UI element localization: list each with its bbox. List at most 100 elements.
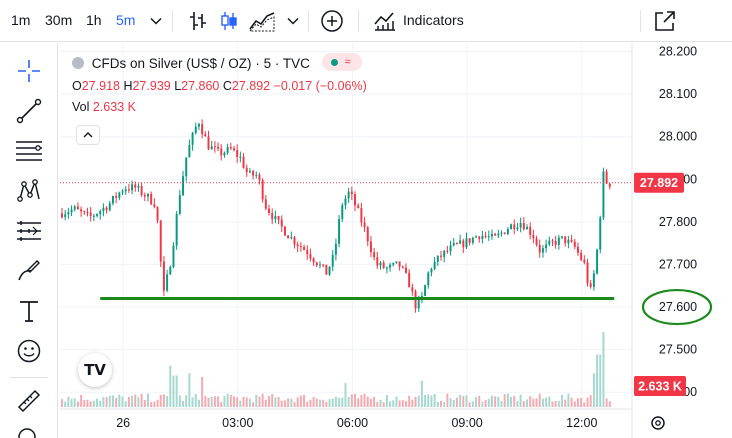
volume-bar xyxy=(188,373,191,407)
timeframe-1m[interactable]: 1m xyxy=(11,12,31,28)
volume-value: 2.633 K xyxy=(92,100,136,114)
candle-body xyxy=(299,246,302,248)
timeframe-30m[interactable]: 30m xyxy=(45,12,73,28)
volume-bar xyxy=(535,398,538,407)
candle-body xyxy=(541,248,544,253)
ruler-icon[interactable] xyxy=(13,385,45,417)
collapse-legend-button[interactable] xyxy=(76,125,100,145)
candle-body xyxy=(363,222,366,228)
chevron-down-icon[interactable] xyxy=(143,8,169,34)
chart-canvas[interactable]: 28.20028.10028.00027.90027.80027.70027.6… xyxy=(60,43,732,438)
indicators-icon[interactable] xyxy=(372,8,398,34)
x-tick-label: 06:00 xyxy=(337,416,368,430)
candle-body xyxy=(137,186,140,188)
text-icon[interactable] xyxy=(13,295,45,327)
candle-body xyxy=(497,233,500,236)
volume-bar xyxy=(197,399,200,407)
emoji-icon[interactable] xyxy=(13,335,45,367)
candle-body xyxy=(220,148,223,156)
volume-bar xyxy=(430,395,433,407)
chart-area[interactable]: 28.20028.10028.00027.90027.80027.70027.6… xyxy=(60,43,732,438)
toolbar-divider xyxy=(10,377,48,378)
zoom-icon[interactable] xyxy=(13,423,45,438)
volume-bar xyxy=(398,400,401,407)
candle-body xyxy=(124,189,127,192)
volume-bar xyxy=(248,398,251,407)
volume-bar xyxy=(433,393,436,407)
candle-body xyxy=(592,273,595,287)
crosshair-icon[interactable] xyxy=(13,55,45,87)
candle-body xyxy=(602,171,605,218)
volume-bar xyxy=(481,401,484,407)
volume-bar xyxy=(115,398,118,407)
fib-lines-icon[interactable] xyxy=(13,135,45,167)
brush-icon[interactable] xyxy=(13,255,45,287)
volume-bar xyxy=(548,396,551,407)
candle-body xyxy=(248,170,251,173)
drawing-toolbar xyxy=(0,43,58,438)
volume-bar xyxy=(175,375,178,407)
chevron-down-icon[interactable] xyxy=(280,8,306,34)
candle-body xyxy=(567,239,570,244)
volume-bar xyxy=(99,400,102,407)
volume-bar xyxy=(344,383,347,407)
candle-body xyxy=(213,146,216,148)
settings-icon-hub xyxy=(655,420,661,426)
candle-body xyxy=(427,272,430,286)
volume-bar xyxy=(331,398,334,407)
volume-bar xyxy=(363,393,366,407)
candle-body xyxy=(459,240,462,244)
candle-body xyxy=(185,157,188,177)
candle-body xyxy=(350,191,353,195)
volume-bar xyxy=(159,394,162,407)
candle-style-icon[interactable] xyxy=(216,8,242,34)
candle-body xyxy=(111,196,114,204)
candle-body xyxy=(583,259,586,263)
symbol-title[interactable]: CFDs on Silver (US$ / OZ) xyxy=(91,56,252,71)
candle-body xyxy=(366,227,369,242)
candle-body xyxy=(70,209,73,213)
fullscreen-icon[interactable] xyxy=(652,8,678,34)
volume-bar xyxy=(290,398,293,407)
candle-body xyxy=(551,240,554,242)
candle-body xyxy=(134,184,137,188)
volume-bar xyxy=(137,397,140,407)
market-status-pill[interactable]: ≈ xyxy=(321,53,362,71)
tradingview-logo[interactable]: TV xyxy=(78,353,112,387)
candle-body xyxy=(121,191,124,193)
candle-body xyxy=(538,244,541,253)
trendline-icon[interactable] xyxy=(13,95,45,127)
candle-body xyxy=(532,234,535,239)
volume-legend: Vol 2.633 K xyxy=(72,100,136,114)
volume-bar xyxy=(347,396,350,407)
settings-icon[interactable] xyxy=(651,416,665,430)
x-tick-label: 26 xyxy=(116,416,130,430)
candle-body xyxy=(315,262,318,266)
volume-bar xyxy=(67,396,70,407)
candle-body xyxy=(596,249,599,274)
volume-bar xyxy=(570,397,573,407)
volume-bar xyxy=(172,375,175,407)
candle-body xyxy=(398,261,401,267)
candle-body xyxy=(283,226,286,236)
bar-style-icon[interactable] xyxy=(185,8,211,34)
volume-bar xyxy=(210,396,213,407)
candle-body xyxy=(296,244,299,247)
candle-body xyxy=(105,207,108,211)
volume-bar xyxy=(541,398,544,407)
compare-plus-icon[interactable] xyxy=(319,8,345,34)
volume-bar xyxy=(561,394,564,407)
volume-bar xyxy=(242,396,245,407)
candle-body xyxy=(545,244,548,249)
timeframe-5m[interactable]: 5m xyxy=(116,12,136,28)
candle-body xyxy=(475,236,478,238)
area-style-icon[interactable] xyxy=(249,8,275,34)
candle-body xyxy=(102,207,105,212)
forecast-icon[interactable] xyxy=(13,215,45,247)
indicators-button[interactable]: Indicators xyxy=(403,12,464,28)
volume-bar xyxy=(583,402,586,407)
candle-body xyxy=(465,238,468,248)
volume-bar xyxy=(471,401,474,407)
pattern-icon[interactable] xyxy=(13,175,45,207)
timeframe-1h[interactable]: 1h xyxy=(86,12,102,28)
